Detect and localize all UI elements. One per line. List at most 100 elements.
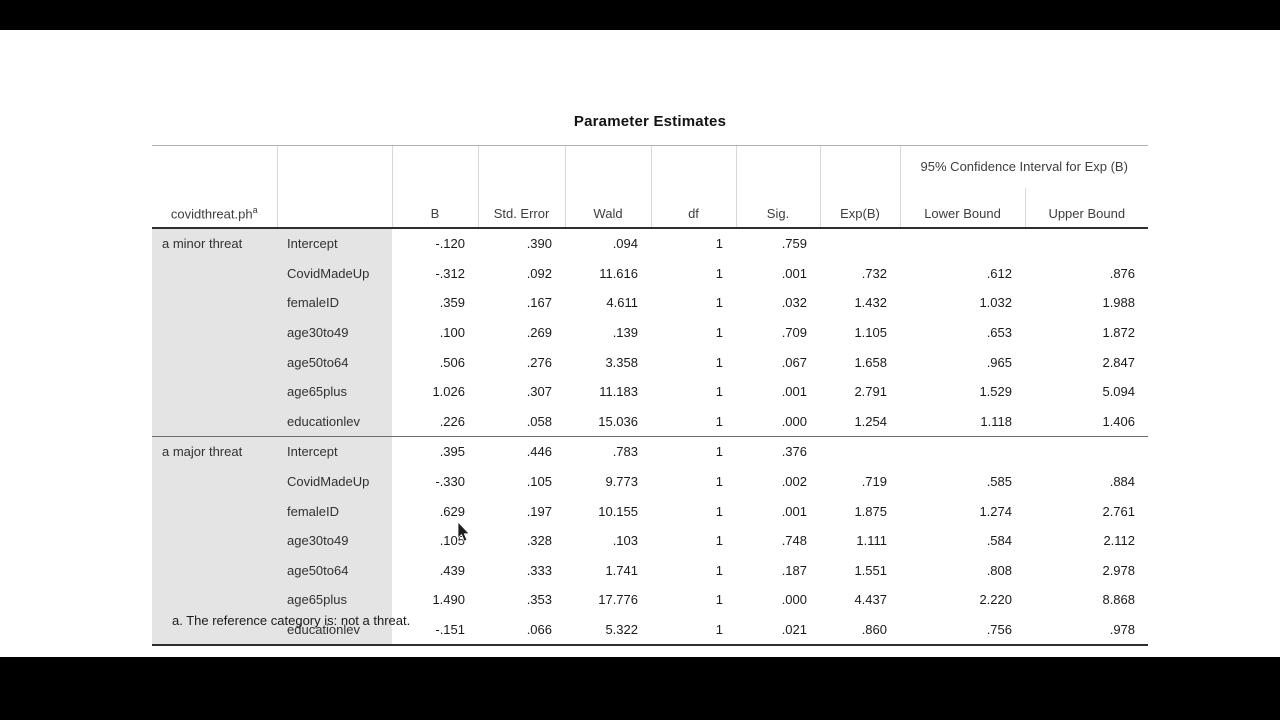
value-cell: 11.616 — [599, 265, 638, 281]
row-dimension-header: covidthreat.pha — [152, 188, 277, 229]
value-cell: .584 — [986, 533, 1012, 549]
value-cell: 2.978 — [1102, 562, 1136, 578]
value-cell: .506 — [439, 354, 465, 370]
value-cell: 3.358 — [605, 354, 638, 370]
value-cell: .446 — [478, 436, 565, 467]
value-cell: .105 — [526, 474, 552, 490]
output-page: Parameter Estimates — [0, 30, 1280, 657]
value-cell: .709 — [781, 325, 807, 341]
table-row: age30to49 .100 .269 .139 1 .709 1.105 .653 1.872 — [152, 317, 1148, 348]
value-cell: .808 — [986, 562, 1012, 578]
value-cell: 10.155 — [598, 503, 638, 519]
value-cell: 15.036 — [598, 413, 638, 429]
ci-spanner-header: 95% Confidence Interval for Exp (B) — [899, 145, 1149, 188]
value-cell: .032 — [781, 295, 807, 311]
predictor-label: age30to49 — [277, 525, 392, 556]
value-cell: .376 — [736, 436, 820, 467]
table-row: age50to64 .506 .276 3.358 1 .067 1.658 .965 2.84… — [152, 347, 1148, 377]
value-cell: .390 — [526, 236, 552, 252]
letterbox-top — [0, 0, 1280, 30]
value-cell: .629 — [439, 503, 465, 519]
column-header-sig: Sig. — [735, 188, 820, 229]
predictor-label: age65plus — [277, 585, 392, 615]
value-cell — [820, 436, 900, 467]
value-cell: .307 — [526, 384, 552, 400]
value-cell: 1.432 — [854, 295, 887, 311]
row-dimension-label: covidthreat.ph — [170, 206, 253, 221]
value-cell: 1 — [715, 384, 723, 400]
value-cell: .066 — [526, 622, 552, 638]
value-cell: .978 — [1109, 622, 1136, 638]
section-label: a minor threat — [152, 228, 277, 437]
value-cell: -.151 — [435, 622, 465, 638]
value-cell: .000 — [781, 413, 807, 429]
column-header-wald: Wald — [564, 188, 651, 229]
value-cell: 2.112 — [1103, 533, 1136, 549]
value-cell: 1 — [715, 236, 723, 252]
value-cell: .359 — [439, 295, 465, 311]
value-cell: 1.032 — [979, 295, 1012, 311]
value-cell: 11.183 — [599, 384, 638, 400]
value-cell: .001 — [781, 503, 807, 519]
value-cell: 1.490 — [432, 592, 465, 608]
value-cell: .058 — [526, 413, 552, 429]
value-cell — [820, 228, 900, 259]
value-cell: .748 — [781, 533, 807, 549]
value-cell: .067 — [781, 354, 807, 370]
column-header-std-error: Std. Error — [477, 188, 565, 229]
value-cell: .965 — [986, 354, 1012, 370]
predictor-label: femaleID — [277, 496, 392, 526]
header-spacer — [391, 145, 478, 188]
header-spacer — [650, 145, 736, 188]
value-cell — [900, 436, 1025, 467]
footnote-marker: a — [252, 204, 258, 215]
value-cell: 1.529 — [979, 384, 1012, 400]
value-cell: .001 — [781, 265, 807, 281]
value-cell: .276 — [526, 354, 552, 370]
value-cell: 1.105 — [854, 325, 887, 341]
value-cell: 8.868 — [1102, 592, 1136, 608]
value-cell: -.330 — [435, 474, 465, 490]
column-header-lower-bound: Lower Bound — [899, 188, 1025, 229]
value-cell: 1 — [715, 474, 723, 490]
value-cell: 1 — [715, 265, 723, 281]
table-row: femaleID .359.167 4.611 1.032 1.432 1.032 1.98… — [152, 288, 1148, 318]
value-cell: .353 — [526, 592, 552, 608]
header-row: covidthreat.pha B Std. Error Wald df Sig… — [152, 188, 1149, 229]
predictor-label: age50to64 — [277, 555, 392, 586]
value-cell: 1 — [715, 592, 723, 608]
value-cell: .187 — [781, 562, 807, 578]
value-cell: .167 — [526, 295, 552, 311]
table-footnote: a. The reference category is: not a thre… — [172, 613, 411, 628]
parameter-estimates-table: 95% Confidence Interval for Exp (B) covi… — [152, 145, 1149, 647]
value-cell: 1 — [715, 562, 723, 578]
value-cell: .226 — [439, 413, 465, 429]
column-header-expb: Exp(B) — [819, 188, 900, 229]
value-cell: .876 — [1109, 265, 1136, 281]
header-spacer — [152, 145, 277, 188]
value-cell: 5.094 — [1102, 384, 1136, 400]
header-spacer — [564, 145, 651, 188]
value-cell: .269 — [526, 325, 552, 341]
predictor-label: age50to64 — [277, 347, 392, 377]
value-cell: -.120 — [435, 236, 465, 252]
table-row: educationlev .226 .058 15.036 1 .000 1.254 1.11… — [152, 406, 1148, 437]
table-row: age50to64 .439 .333 1.741 1 .187 1.551 .808 2.97… — [152, 555, 1148, 586]
predictor-label: Intercept — [277, 228, 392, 259]
value-cell: .001 — [781, 384, 807, 400]
column-header-b: B — [391, 188, 478, 229]
value-cell: 2.761 — [1102, 503, 1136, 519]
value-cell: 1.406 — [1102, 413, 1136, 429]
value-cell: .884 — [1109, 474, 1136, 490]
value-cell: .756 — [986, 622, 1012, 638]
value-cell: .783 — [565, 436, 651, 467]
table-row: age65plus 1.490 .353 17.776 1 .000 4.437 2.220 8… — [152, 585, 1148, 615]
value-cell: .612 — [986, 265, 1012, 281]
value-cell: 1.026 — [432, 384, 465, 400]
predictor-label: CovidMadeUp — [277, 466, 392, 497]
value-cell: .333 — [526, 562, 552, 578]
value-cell: 1 — [715, 622, 723, 638]
value-cell: 9.773 — [605, 474, 638, 490]
value-cell: 1 — [715, 503, 723, 519]
